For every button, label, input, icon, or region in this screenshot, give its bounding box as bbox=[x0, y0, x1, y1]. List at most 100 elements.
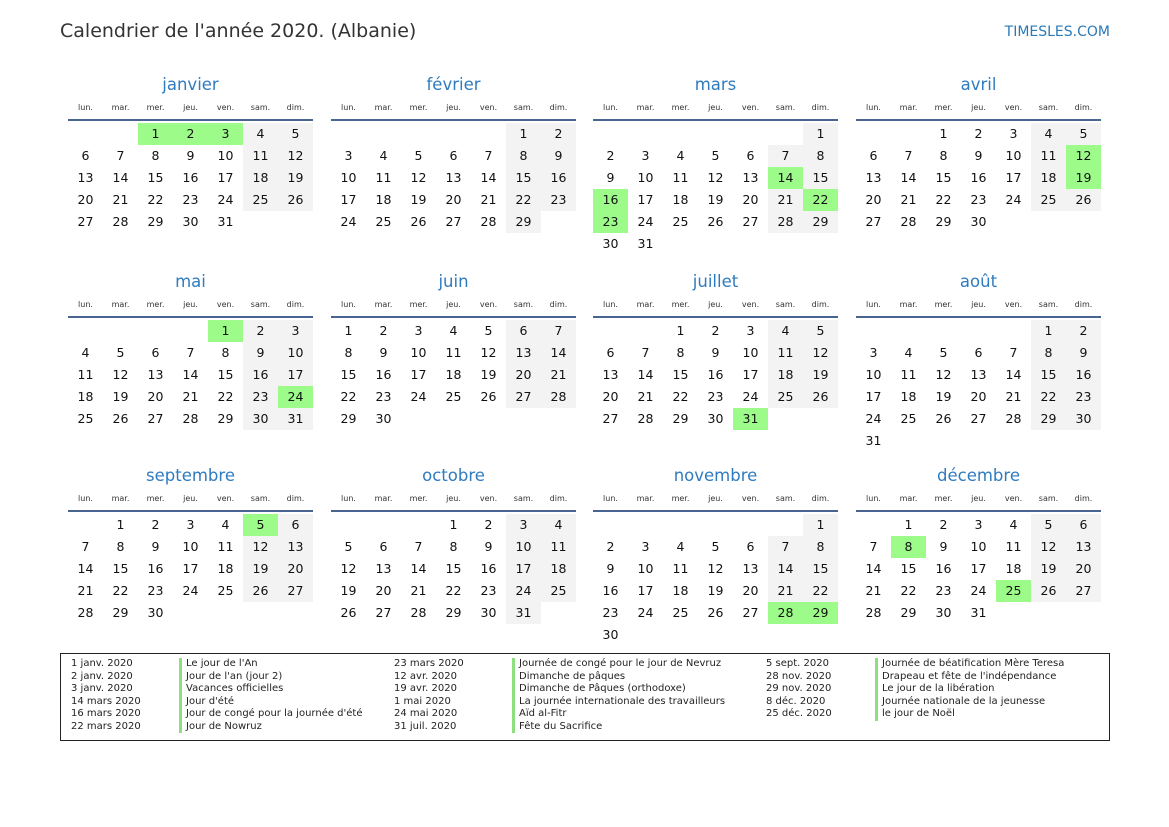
day-cell: 26 bbox=[278, 189, 313, 211]
day-cell: 16 bbox=[147, 561, 164, 576]
weekday-label: mar. bbox=[899, 103, 918, 112]
month-name: mai bbox=[175, 272, 206, 291]
day-cell: 7 bbox=[904, 148, 913, 163]
day-cell: 5 bbox=[484, 323, 493, 338]
holiday-date: 29 nov. 2020 bbox=[766, 683, 832, 694]
holiday-name: Journée nationale de la jeunesse bbox=[875, 695, 1064, 708]
day-cell: 14 bbox=[112, 170, 129, 185]
weekday-label: mer. bbox=[934, 103, 953, 112]
day-cell: 7 bbox=[414, 539, 423, 554]
day-cell: 11 bbox=[672, 170, 689, 185]
day-cell: 25 bbox=[375, 214, 392, 229]
day-cell: 3 bbox=[1009, 126, 1018, 141]
day-cell: 28 bbox=[182, 411, 199, 426]
weekday-label: ven. bbox=[1004, 494, 1023, 503]
day-cell: 1 bbox=[803, 514, 838, 536]
day-cell: 17 bbox=[637, 192, 654, 207]
day-cell: 18 bbox=[768, 364, 803, 386]
weekday-header: lun. mar. mer. jeu. ven. sam. dim. bbox=[68, 294, 313, 318]
day-cell: 10 bbox=[182, 539, 199, 554]
weekday-label: mer. bbox=[934, 300, 953, 309]
weekday-label: dim. bbox=[286, 494, 305, 503]
day-cell: 13 bbox=[602, 367, 619, 382]
day-cell: 16 bbox=[243, 364, 278, 386]
month-name: mars bbox=[694, 75, 737, 94]
weekday-label: ven. bbox=[216, 300, 235, 309]
holiday-name: Dimanche de pâques bbox=[512, 670, 725, 683]
month-4: avril lun. mar. mer. jeu. ven. sam. dim. 1 2 3 4 5 6 7… bbox=[856, 73, 1101, 233]
month-name: octobre bbox=[422, 466, 485, 485]
day-cell: 21 bbox=[410, 583, 427, 598]
holiday-date: 8 déc. 2020 bbox=[766, 695, 826, 707]
day-cell: 27 bbox=[742, 605, 759, 620]
day-cell: 14 bbox=[541, 342, 576, 364]
holiday-day-cell: 12 bbox=[1066, 145, 1101, 167]
day-cell: 21 bbox=[112, 192, 129, 207]
holiday-day-cell: 14 bbox=[768, 167, 803, 189]
holiday-day-cell: 25 bbox=[996, 580, 1031, 602]
day-cell: 6 bbox=[379, 539, 388, 554]
day-cell: 18 bbox=[217, 561, 234, 576]
day-cell: 25 bbox=[217, 583, 234, 598]
day-cell: 11 bbox=[900, 367, 917, 382]
day-cell: 28 bbox=[77, 605, 94, 620]
day-cell: 19 bbox=[410, 192, 427, 207]
month-10: octobre lun. mar. mer. jeu. ven. sam. dim. 1 2 3 4 5… bbox=[331, 464, 576, 624]
day-cell: 14 bbox=[768, 558, 803, 580]
month-5: mai lun. mar. mer. jeu. ven. sam. dim. 1 2 3 4 5 6 7 8 9… bbox=[68, 270, 313, 430]
day-cell: 8 bbox=[449, 539, 458, 554]
day-cell: 18 bbox=[1005, 561, 1022, 576]
month-7: juillet lun. mar. mer. jeu. ven. sam. dim. 1 2 3 4 5… bbox=[593, 270, 838, 430]
holiday-date: 28 nov. 2020 bbox=[766, 670, 832, 682]
brand-link[interactable]: TIMESLES.COM bbox=[1004, 24, 1110, 40]
weekday-header: lun. mar. mer. jeu. ven. sam. dim. bbox=[593, 488, 838, 512]
day-cell: 31 bbox=[637, 236, 654, 251]
day-cell: 27 bbox=[77, 214, 94, 229]
weekday-label: dim. bbox=[1074, 103, 1093, 112]
day-cell: 29 bbox=[900, 605, 917, 620]
day-cell: 13 bbox=[506, 342, 541, 364]
day-cell: 10 bbox=[970, 539, 987, 554]
empty-cell bbox=[856, 514, 891, 536]
day-cell: 17 bbox=[506, 558, 541, 580]
weekday-label: lun. bbox=[78, 300, 93, 309]
day-cell: 6 bbox=[151, 345, 160, 360]
holiday-legend: 1 janv. 2020 2 janv. 2020 3 janv. 2020 14 m… bbox=[60, 653, 1110, 741]
month-1: janvier lun. mar. mer. jeu. ven. sam. dim. 1 2 3 4 5… bbox=[68, 73, 313, 233]
holiday-day-cell: 22 bbox=[803, 189, 838, 211]
weekday-header: lun. mar. mer. jeu. ven. sam. dim. bbox=[593, 97, 838, 121]
day-cell: 10 bbox=[278, 342, 313, 364]
day-cell: 9 bbox=[711, 345, 720, 360]
weekday-label: sam. bbox=[1038, 103, 1059, 112]
weekday-label: lun. bbox=[866, 103, 881, 112]
empty-cell bbox=[401, 123, 436, 145]
weekday-label: mer. bbox=[146, 103, 165, 112]
day-cell: 10 bbox=[742, 345, 759, 360]
day-cell: 2 bbox=[484, 517, 493, 532]
day-cell: 21 bbox=[900, 192, 917, 207]
weekday-label: jeu. bbox=[971, 494, 986, 503]
day-cell: 20 bbox=[1066, 558, 1101, 580]
day-cell: 15 bbox=[803, 167, 838, 189]
empty-cell bbox=[628, 320, 663, 342]
day-cell: 20 bbox=[506, 364, 541, 386]
day-cell: 21 bbox=[182, 389, 199, 404]
weekday-label: jeu. bbox=[446, 494, 461, 503]
month-8: août lun. mar. mer. jeu. ven. sam. dim. 1 2 3 4 5 6 7 8… bbox=[856, 270, 1101, 452]
day-cell: 14 bbox=[1005, 367, 1022, 382]
day-cell: 27 bbox=[742, 214, 759, 229]
holiday-date: 16 mars 2020 bbox=[71, 708, 141, 719]
empty-cell bbox=[68, 123, 103, 145]
day-cell: 27 bbox=[147, 411, 164, 426]
empty-cell bbox=[891, 320, 926, 342]
day-cell: 23 bbox=[935, 583, 952, 598]
month-name: avril bbox=[960, 75, 997, 94]
day-cell: 18 bbox=[541, 558, 576, 580]
day-cell: 12 bbox=[340, 561, 357, 576]
empty-cell bbox=[628, 123, 663, 145]
day-cell: 25 bbox=[243, 189, 278, 211]
day-cell: 22 bbox=[900, 583, 917, 598]
weekday-label: jeu. bbox=[708, 494, 723, 503]
day-cell: 23 bbox=[707, 389, 724, 404]
weekday-label: mar. bbox=[111, 494, 130, 503]
